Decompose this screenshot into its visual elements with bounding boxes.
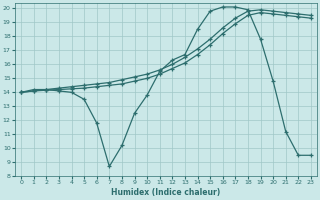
X-axis label: Humidex (Indice chaleur): Humidex (Indice chaleur) xyxy=(111,188,221,197)
